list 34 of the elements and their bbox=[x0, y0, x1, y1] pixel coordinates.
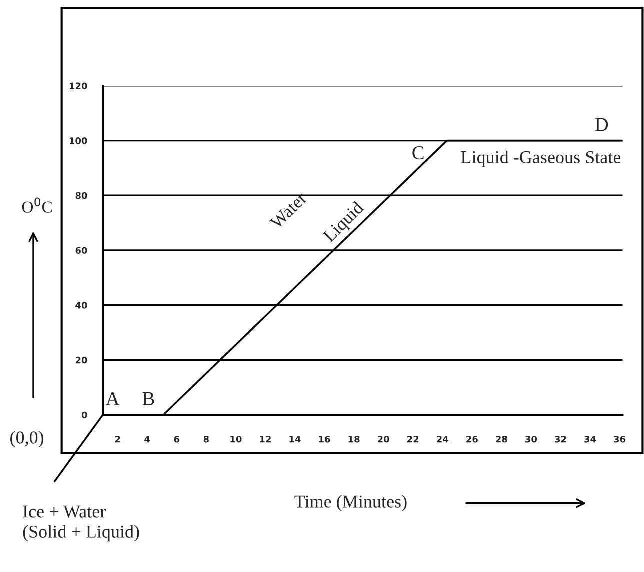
x-tick-label: 14 bbox=[290, 436, 301, 443]
x-tick-label: 24 bbox=[437, 436, 448, 443]
y-tick-label: 40 bbox=[76, 302, 88, 309]
x-tick-label: 20 bbox=[378, 436, 390, 443]
x-tick-label: 2 bbox=[115, 436, 120, 443]
annotation: D bbox=[595, 118, 608, 132]
x-tick-label: 6 bbox=[174, 436, 180, 443]
y-tick-label: 0 bbox=[82, 412, 88, 419]
y-tick-label: 100 bbox=[70, 138, 88, 144]
text: (0,0) bbox=[10, 431, 44, 448]
x-tick-label: 22 bbox=[408, 436, 419, 443]
x-tick-label: 4 bbox=[144, 436, 150, 443]
x-tick-label: 12 bbox=[260, 436, 271, 443]
x-axis-title: Time (Minutes) bbox=[294, 495, 407, 512]
y-tick-label: 80 bbox=[76, 192, 88, 200]
x-tick-label: 8 bbox=[204, 436, 209, 443]
x-tick-label: 36 bbox=[614, 436, 626, 443]
annotation: C bbox=[412, 146, 424, 160]
x-tick-label: 30 bbox=[526, 436, 538, 443]
annotation: Liquid -Gaseous State bbox=[461, 150, 621, 168]
x-tick-label: 28 bbox=[496, 436, 508, 443]
text: Ice + Water (Solid + Liquid) bbox=[23, 506, 140, 542]
x-tick-label: 34 bbox=[584, 436, 596, 443]
y-tick-label: 120 bbox=[70, 82, 88, 90]
y-axis-title: O$^{0}$C bbox=[22, 198, 52, 213]
x-tick-label: 26 bbox=[466, 436, 478, 443]
annotation: B bbox=[142, 392, 154, 406]
y-tick-label: 20 bbox=[76, 356, 88, 364]
x-tick-label: 10 bbox=[230, 436, 242, 443]
x-tick-label: 18 bbox=[348, 436, 360, 443]
y-tick-label: 60 bbox=[76, 247, 88, 254]
x-tick-label: 32 bbox=[555, 436, 566, 443]
x-tick-label: 16 bbox=[319, 436, 330, 443]
annotation: A bbox=[106, 392, 120, 406]
